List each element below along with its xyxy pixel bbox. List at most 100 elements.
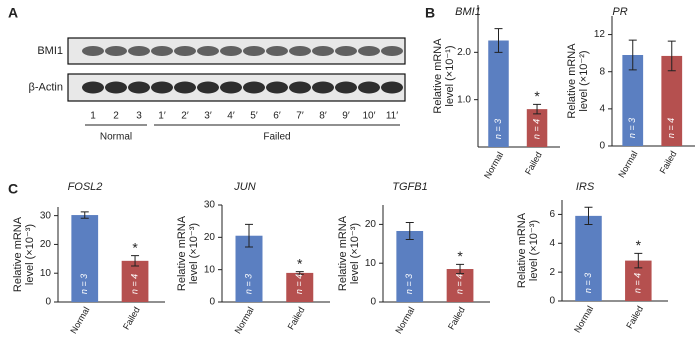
chart-title: FOSL2	[68, 181, 103, 193]
error-bar	[533, 103, 542, 115]
chart-title: JUN	[233, 181, 255, 193]
y-tick-label: 2	[549, 267, 555, 278]
significance-label: *	[636, 237, 642, 253]
blot-band	[128, 81, 150, 94]
panel-label: A	[8, 5, 18, 21]
blot-band	[266, 81, 288, 94]
lane-label: 3	[136, 111, 142, 122]
x-tick-label: Failed	[624, 304, 645, 330]
bar-label: n = 3	[243, 274, 253, 294]
y-tick-label: 0	[209, 297, 215, 308]
blot-band	[220, 46, 242, 56]
x-tick-label: Normal	[482, 150, 505, 180]
y-axis-label: level (×10⁻³)	[188, 223, 200, 284]
blot-band	[197, 81, 219, 94]
y-axis-label: Relative mRNA	[12, 216, 24, 292]
chart-title: TGFB1	[392, 181, 427, 193]
blot-band	[289, 81, 311, 94]
y-axis-label: level (×10⁻³)	[528, 220, 540, 281]
y-tick-label: 20	[40, 239, 52, 250]
error-bar	[405, 221, 414, 241]
y-tick-label: 2.0	[457, 47, 471, 58]
y-tick-label: 8	[599, 66, 605, 77]
y-axis-label: Relative mRNA	[337, 215, 349, 291]
bar	[661, 55, 683, 146]
lane-label: 2′	[181, 111, 189, 122]
chart-title: BMI1	[455, 6, 481, 18]
y-axis-label: Relative mRNA	[432, 38, 444, 114]
bar-label: n = 3	[627, 118, 637, 138]
significance-label: *	[534, 88, 540, 104]
y-tick-label: 10	[365, 258, 377, 269]
x-tick-label: Failed	[446, 305, 467, 331]
bar-label: n = 3	[493, 119, 503, 139]
y-tick-label: 4	[549, 238, 555, 249]
blot-band	[289, 46, 311, 56]
blot-band	[381, 81, 403, 94]
bar	[121, 260, 149, 302]
bar	[575, 215, 602, 301]
bar	[71, 215, 99, 302]
blot-band	[335, 81, 357, 94]
blot-band	[220, 81, 242, 94]
blot-band	[82, 46, 104, 56]
y-tick-label: 30	[204, 200, 216, 211]
y-tick-label: 0	[45, 297, 51, 308]
y-axis-label: Relative mRNA	[516, 212, 528, 288]
group-label: Failed	[263, 132, 290, 143]
lane-label: 2	[113, 111, 119, 122]
error-bar	[295, 271, 304, 275]
y-tick-label: 0	[599, 141, 605, 152]
bar-label: n = 4	[531, 119, 541, 139]
lane-label: 1′	[158, 111, 166, 122]
lane-label: 1	[90, 111, 96, 122]
blot-row-label: β-Actin	[29, 81, 63, 93]
bar-label: n = 4	[666, 118, 676, 138]
y-tick-label: 6	[549, 209, 555, 220]
blot-band	[335, 46, 357, 56]
blot-band	[197, 46, 219, 56]
bar-label: n = 4	[294, 274, 304, 294]
group-label: Normal	[100, 132, 132, 143]
error-bar	[494, 28, 503, 53]
y-tick-label: 0	[549, 296, 555, 307]
error-bar	[131, 255, 140, 267]
blot-band	[105, 46, 127, 56]
blot-band	[381, 46, 403, 56]
blot-band	[266, 46, 288, 56]
y-axis-label: Relative mRNA	[176, 215, 188, 291]
y-tick-label: 10	[204, 264, 216, 275]
lane-label: 6′	[273, 111, 281, 122]
y-axis-label: level (×10⁻³)	[349, 223, 361, 284]
bar-label: n = 4	[633, 273, 643, 293]
significance-label: *	[132, 239, 138, 255]
blot-band	[82, 81, 104, 94]
bar-label: n = 3	[583, 273, 593, 293]
lane-label: 11′	[386, 111, 398, 122]
blot-band	[358, 81, 380, 94]
blot-band	[174, 81, 196, 94]
blot-band	[105, 81, 127, 94]
x-tick-label: Normal	[616, 149, 639, 179]
blot-band	[312, 81, 334, 94]
panel-label: B	[425, 5, 435, 21]
chart-title: IRS	[576, 181, 595, 193]
x-tick-label: Normal	[233, 305, 256, 335]
error-bar	[245, 223, 253, 248]
panel-label: C	[8, 181, 18, 197]
error-bar	[634, 252, 643, 269]
x-tick-label: Failed	[286, 305, 307, 331]
x-tick-label: Failed	[121, 305, 142, 331]
y-tick-label: 1.0	[457, 94, 471, 105]
error-bar	[456, 263, 465, 275]
blot-band	[128, 46, 150, 56]
blot-band	[151, 81, 173, 94]
y-tick-label: 10	[40, 268, 52, 279]
lane-label: 8′	[319, 111, 327, 122]
lane-label: 9′	[342, 111, 350, 122]
blot-band	[174, 46, 196, 56]
y-tick-label: 20	[204, 232, 216, 243]
blot-band	[243, 81, 265, 94]
x-tick-label: Normal	[572, 304, 595, 334]
